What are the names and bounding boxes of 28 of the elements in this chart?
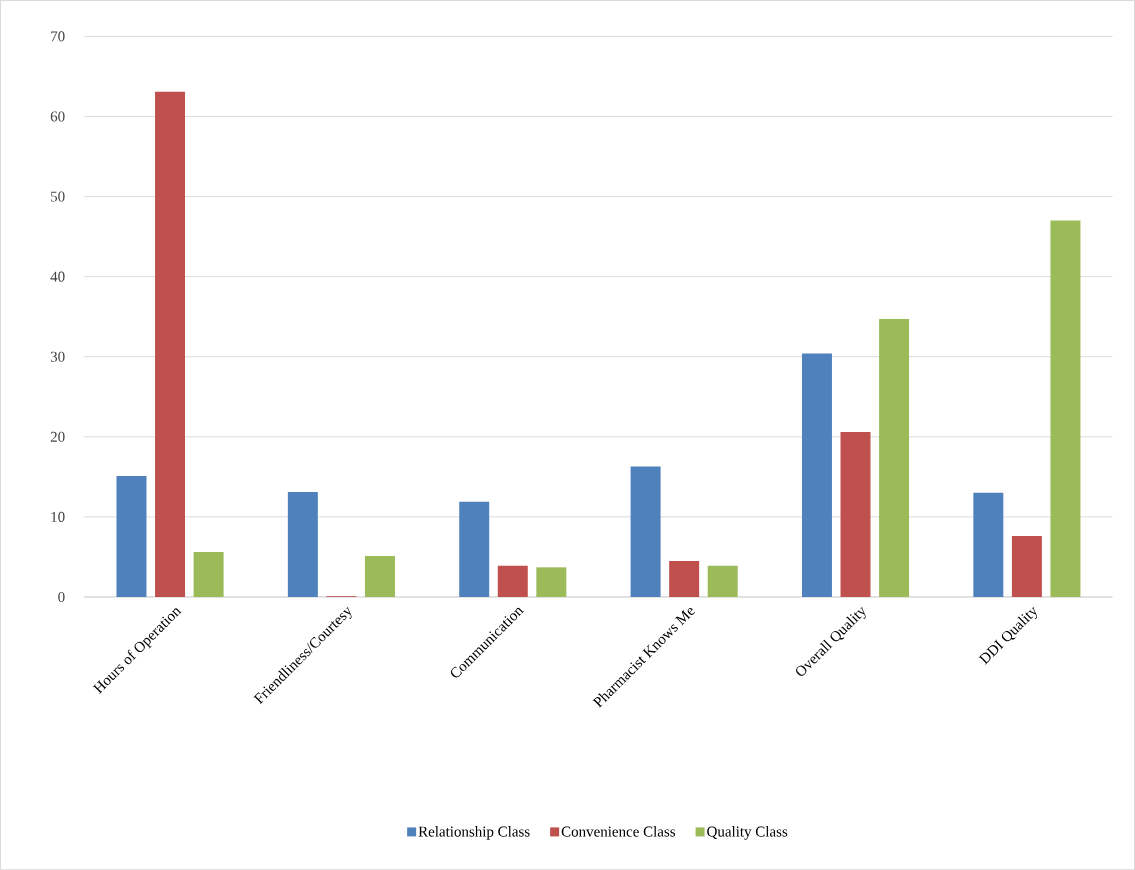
bar	[287, 491, 318, 597]
bar	[630, 466, 661, 597]
y-tick-label: 60	[50, 111, 65, 122]
legend-label: Relationship Class	[418, 826, 530, 840]
y-tick-label: 40	[50, 271, 65, 282]
bar	[116, 475, 147, 597]
y-tick-label: 70	[51, 31, 65, 42]
y-tick-label: 0	[58, 591, 65, 602]
bar	[1050, 220, 1081, 597]
bar	[497, 565, 528, 597]
bar	[879, 319, 910, 597]
bar	[364, 556, 395, 597]
bar	[155, 91, 186, 597]
y-tick-label: 50	[51, 191, 65, 202]
bar	[459, 501, 490, 597]
bar	[840, 431, 871, 597]
y-tick-label: 20	[50, 431, 65, 442]
bar	[973, 492, 1004, 597]
bar	[1011, 536, 1042, 597]
y-tick-label: 10	[51, 511, 65, 522]
bar	[536, 567, 567, 597]
legend-label: Quality Class	[707, 826, 788, 840]
bar	[801, 353, 832, 597]
bar	[707, 565, 738, 597]
legend-label: Convenience Class	[561, 826, 676, 837]
y-tick-label: 30	[50, 351, 65, 362]
bar	[669, 560, 700, 597]
bar	[193, 552, 224, 597]
